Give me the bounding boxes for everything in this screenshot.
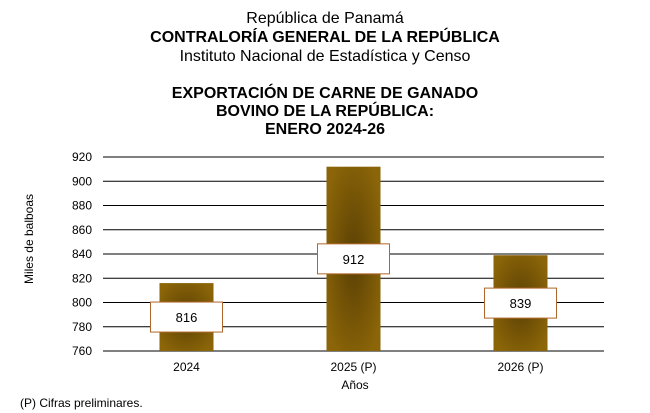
header-institute: Instituto Nacional de Estadística y Cens…	[179, 48, 471, 65]
y-tick-label: 760	[72, 344, 92, 358]
chart-title-line-3: ENERO 2024-26	[264, 121, 386, 138]
data-label: 912	[343, 252, 365, 267]
y-tick-label: 860	[72, 223, 92, 237]
data-label-box	[317, 243, 390, 275]
data-label-box	[484, 287, 557, 319]
y-tick-label: 820	[72, 271, 92, 285]
footnote: (P) Cifras preliminares.	[20, 396, 143, 410]
y-tick-label: 880	[72, 199, 92, 213]
data-label: 839	[510, 296, 532, 311]
y-tick-label: 840	[72, 247, 92, 261]
y-tick-label: 780	[72, 320, 92, 334]
x-tick-label: 2025 (P)	[330, 360, 376, 374]
y-axis-title: Miles de balboas	[22, 194, 36, 284]
data-label-box	[150, 301, 223, 333]
x-tick-label: 2026 (P)	[497, 360, 543, 374]
x-tick-label: 2024	[173, 360, 200, 374]
y-tick-label: 920	[72, 150, 92, 164]
header-institution: CONTRALORÍA GENERAL DE LA REPÚBLICA	[150, 29, 500, 46]
y-tick-label: 800	[72, 296, 92, 310]
header-country: República de Panamá	[246, 10, 404, 27]
data-label: 816	[176, 310, 198, 325]
chart-title-line-2: BOVINO DE LA REPÚBLICA:	[215, 103, 435, 120]
x-axis-title: Años	[341, 378, 368, 392]
chart-title-line-1: EXPORTACIÓN DE CARNE DE GANADO	[171, 85, 479, 102]
y-tick-label: 900	[72, 174, 92, 188]
